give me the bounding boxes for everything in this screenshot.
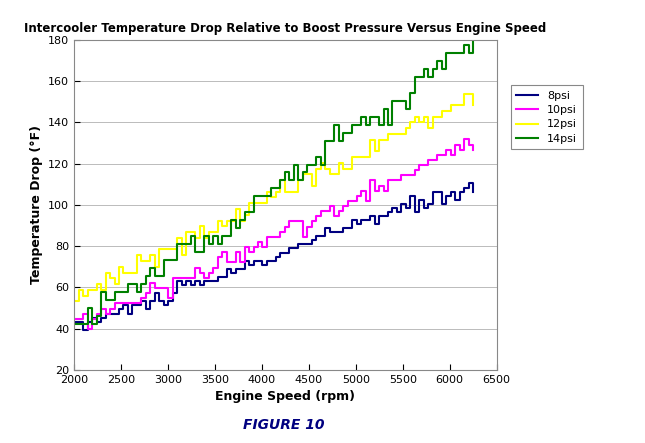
Line: 10psi: 10psi [74,140,473,329]
10psi [70,316,78,322]
12psi [245,201,253,206]
10psi [106,306,114,311]
12psi [461,91,468,96]
10psi [470,147,477,152]
14psi [371,114,379,120]
Legend: 8psi, 10psi, 12psi, 14psi: 8psi, 10psi, 12psi, 14psi [511,85,583,149]
8psi [470,189,477,194]
8psi [146,307,154,312]
12psi [70,299,78,304]
Line: 8psi: 8psi [74,183,473,330]
10psi [461,137,468,142]
8psi [79,327,87,333]
12psi [106,270,114,275]
14psi [187,241,195,247]
14psi [142,273,150,279]
Y-axis label: Temperature Drop (°F): Temperature Drop (°F) [30,125,43,284]
12psi [470,102,477,108]
10psi [371,188,379,193]
14psi [245,210,253,215]
X-axis label: Engine Speed (rpm): Engine Speed (rpm) [215,390,355,403]
Line: 14psi: 14psi [74,37,473,324]
Line: 12psi: 12psi [74,93,473,301]
8psi [70,319,78,324]
8psi [371,222,379,227]
8psi [187,283,195,288]
10psi [187,275,195,280]
14psi [111,297,119,303]
12psi [187,229,195,235]
10psi [146,291,154,296]
14psi [470,35,477,40]
14psi [106,297,114,303]
14psi [70,321,78,326]
10psi [250,249,257,255]
Text: FIGURE 10: FIGURE 10 [243,418,324,432]
10psi [111,301,119,306]
Title: Intercooler Temperature Drop Relative to Boost Pressure Versus Engine Speed: Intercooler Temperature Drop Relative to… [25,22,546,35]
8psi [465,181,473,186]
12psi [142,258,150,264]
12psi [111,276,119,281]
10psi [84,326,92,332]
8psi [250,262,257,268]
8psi [106,311,114,316]
8psi [111,311,119,316]
12psi [371,137,379,142]
